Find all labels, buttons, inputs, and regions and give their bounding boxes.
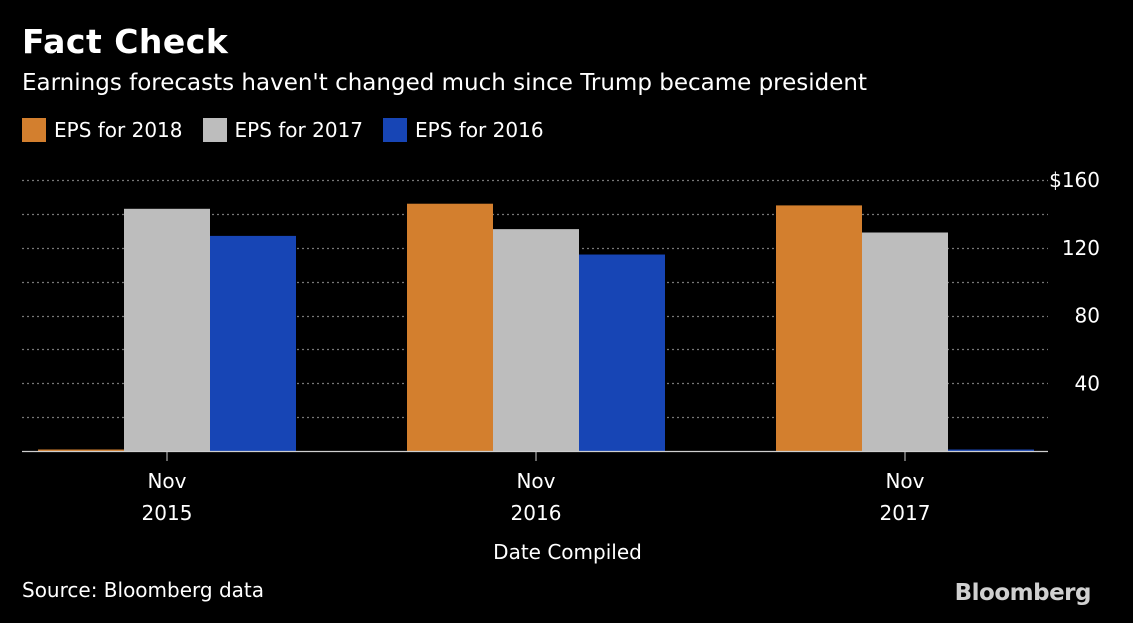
source-note: Source: Bloomberg data: [22, 578, 264, 602]
x-tick-label: Nov: [885, 469, 924, 493]
legend-swatch-eps-2018: [22, 118, 46, 142]
bar-eps-for-2017-nov-2017: [862, 232, 948, 451]
legend-item-eps-2018: EPS for 2018: [22, 118, 183, 142]
x-tick-label: 2016: [511, 501, 562, 525]
legend-swatch-eps-2017: [202, 118, 227, 142]
legend-swatch-eps-2016: [383, 118, 408, 142]
x-tick-label: 2015: [142, 501, 193, 525]
y-tick-label: 40: [1075, 371, 1100, 395]
bar-eps-for-2018-nov-2017: [776, 205, 862, 451]
x-tick-label: 2017: [880, 501, 931, 525]
y-tick-label: 120: [1062, 236, 1100, 260]
bloomberg-logo: Bloomberg: [954, 580, 1092, 606]
chart-title: Fact Check: [22, 22, 229, 61]
chart-subtitle: Earnings forecasts haven't changed much …: [22, 70, 868, 96]
bar-eps-for-2016-nov-2017: [948, 449, 1034, 451]
x-tick-label: Nov: [516, 469, 555, 493]
legend-item-eps-2016: EPS for 2016: [383, 118, 544, 142]
legend-label-eps-2018: EPS for 2018: [54, 118, 183, 142]
legend: EPS for 2018 EPS for 2017 EPS for 2016: [22, 118, 544, 142]
bar-eps-for-2017-nov-2016: [493, 229, 579, 451]
tick-labels: $160 120 80 40 Nov 2015 Nov 2016 Nov 2017: [142, 168, 1100, 525]
bar-eps-for-2016-nov-2015: [210, 235, 296, 451]
x-axis-title: Date Compiled: [493, 540, 642, 564]
legend-label-eps-2017: EPS for 2017: [234, 118, 364, 142]
axes: [22, 450, 1048, 461]
bar-eps-for-2016-nov-2016: [579, 254, 665, 451]
bar-eps-for-2018-nov-2015: [38, 449, 124, 451]
bar-eps-for-2018-nov-2016: [407, 203, 493, 451]
bar-eps-for-2017-nov-2015: [124, 208, 210, 451]
y-tick-label: 80: [1075, 304, 1100, 328]
legend-item-eps-2017: EPS for 2017: [202, 118, 364, 142]
bars: [38, 203, 1034, 451]
y-tick-label: $160: [1049, 168, 1100, 192]
legend-label-eps-2016: EPS for 2016: [415, 118, 544, 142]
x-tick-label: Nov: [147, 469, 186, 493]
